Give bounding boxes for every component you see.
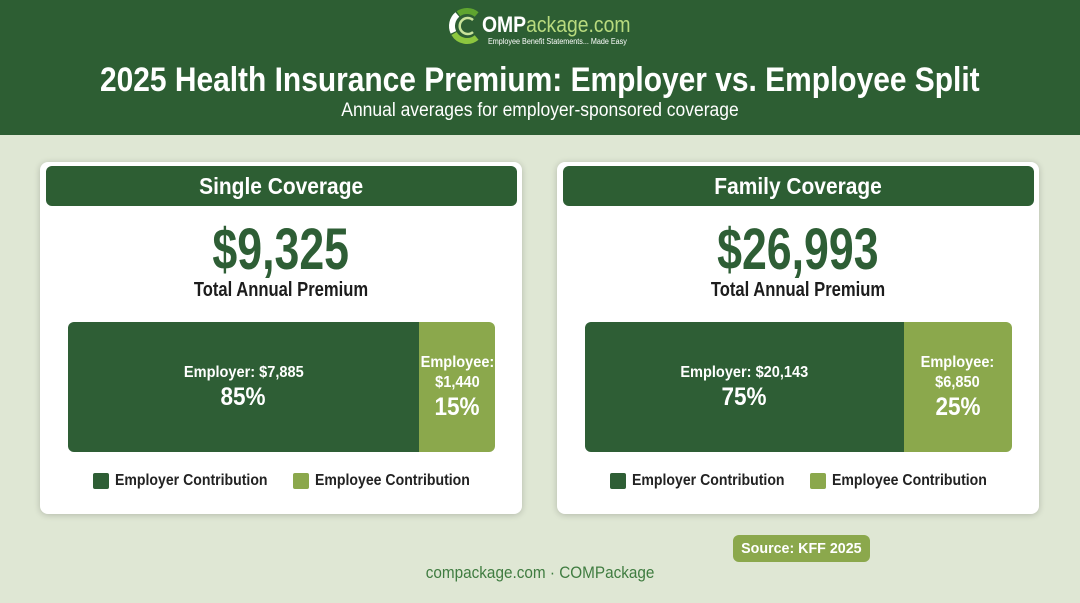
page-subtitle: Annual averages for employer-sponsored c… — [341, 100, 739, 121]
bar-segment-employer: Employer: $20,143 75% — [585, 322, 904, 452]
logo-wordmark-bold: OMP — [482, 12, 527, 37]
total-premium-label: Total Annual Premium — [710, 279, 886, 301]
family-coverage-card: Family Coverage $26,993 Total Annual Pre… — [557, 162, 1039, 514]
card-header: Family Coverage — [563, 166, 1034, 206]
comp-ring-icon — [449, 8, 479, 44]
employer-amount-label: Employer: $7,885 — [183, 364, 304, 381]
chart-title: Single Coverage — [199, 173, 364, 199]
legend-swatch-employee — [293, 473, 309, 489]
employee-amount-label: Employee: $6,850 — [920, 354, 995, 391]
footer-site-text: compackage.com · COMPackage — [425, 563, 655, 582]
logo-ring-segment — [451, 31, 479, 44]
total-premium-row: $26,993 — [557, 218, 1039, 282]
employee-percent-label: 25% — [935, 393, 981, 421]
page-title: 2025 Health Insurance Premium: Employer … — [100, 61, 980, 99]
legend-item-employee: Employee Contribution — [810, 472, 1008, 490]
employee-amount-label: Employee: $1,440 — [420, 354, 494, 391]
total-premium-caption-row: Total Annual Premium — [557, 278, 1039, 302]
single-coverage-card: Single Coverage $9,325 Total Annual Prem… — [40, 162, 522, 514]
employee-percent-label: 15% — [434, 393, 480, 421]
total-premium-value: $9,325 — [212, 217, 350, 282]
stacked-bar: Employer: $20,143 75% Employee: $6,850 2… — [585, 322, 1012, 452]
legend-label-employer: Employer Contribution — [632, 472, 785, 489]
legend-swatch-employer — [93, 473, 109, 489]
bar-segment-employee: Employee: $6,850 25% — [903, 322, 1012, 452]
chart-legend: Employer Contribution Employee Contribut… — [557, 472, 1039, 490]
bar-segment-employer: Employer: $7,885 85% — [68, 322, 419, 452]
legend-swatch-employer — [610, 473, 626, 489]
total-premium-label: Total Annual Premium — [193, 279, 369, 301]
legend-label-employer: Employer Contribution — [115, 472, 268, 489]
page-subtitle-row: Annual averages for employer-sponsored c… — [0, 100, 1080, 122]
chart-legend: Employer Contribution Employee Contribut… — [40, 472, 522, 490]
header-banner: OMPackage.com Employee Benefit Statement… — [0, 0, 1080, 135]
stacked-bar: Employer: $7,885 85% Employee: $1,440 15… — [68, 322, 495, 452]
legend-label-employee: Employee Contribution — [315, 472, 470, 489]
source-text: Source: KFF 2025 — [741, 540, 862, 557]
logo-tagline: Employee Benefit Statements... Made Easy — [488, 37, 627, 46]
card-header: Single Coverage — [46, 166, 517, 206]
page-title-row: 2025 Health Insurance Premium: Employer … — [0, 60, 1080, 100]
total-premium-caption-row: Total Annual Premium — [40, 278, 522, 302]
employer-amount-label: Employer: $20,143 — [680, 364, 809, 381]
employer-percent-label: 75% — [721, 383, 767, 411]
logo-ring-segment — [456, 8, 479, 17]
logo-ring-segment — [449, 12, 460, 34]
logo-wordmark: OMPackage.com — [482, 12, 631, 38]
legend-item-employer: Employer Contribution — [610, 472, 805, 490]
legend-item-employee: Employee Contribution — [293, 472, 491, 490]
footer: compackage.com · COMPackage — [0, 563, 1080, 583]
bar-segment-employee: Employee: $1,440 15% — [419, 322, 495, 452]
total-premium-row: $9,325 — [40, 218, 522, 282]
logo-inner-arc — [458, 16, 474, 36]
legend-label-employee: Employee Contribution — [832, 472, 987, 489]
employer-percent-label: 85% — [220, 383, 267, 411]
chart-title: Family Coverage — [714, 173, 883, 199]
logo-wordmark-rest: ackage.com — [526, 12, 631, 37]
total-premium-value: $26,993 — [717, 217, 879, 282]
brand-logo: OMPackage.com Employee Benefit Statement… — [448, 6, 638, 48]
source-badge: Source: KFF 2025 — [733, 535, 870, 562]
legend-swatch-employee — [810, 473, 826, 489]
legend-item-employer: Employer Contribution — [93, 472, 288, 490]
